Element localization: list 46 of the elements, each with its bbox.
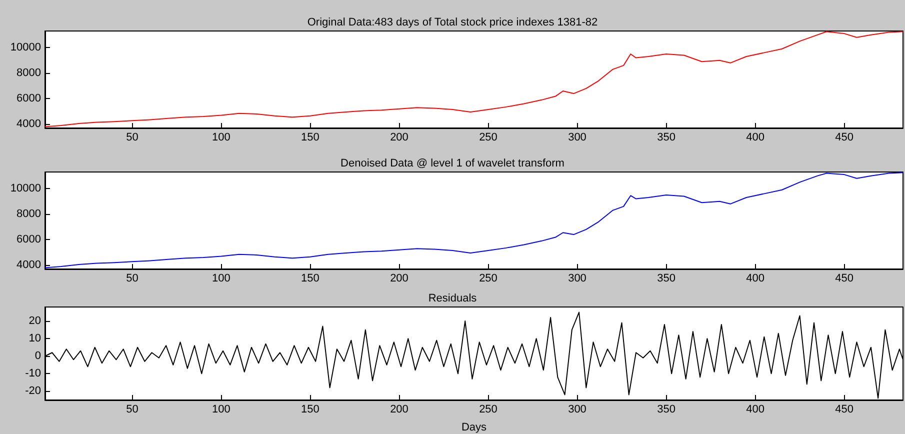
y-tick-label: 0: [34, 350, 41, 362]
line-series: [44, 172, 904, 268]
x-tick-label: 50: [126, 132, 138, 144]
x-tick-label: 150: [301, 404, 320, 416]
x-tick-label: 50: [126, 404, 138, 416]
y-tick-label: 6000: [16, 234, 41, 246]
x-tick-label: 350: [657, 132, 676, 144]
x-tick-label: 50: [126, 272, 138, 284]
y-tick-label: 10: [28, 332, 41, 345]
x-tick-label: 350: [657, 404, 676, 416]
x-tick-label: 150: [301, 272, 320, 284]
y-tick-label: 20: [28, 315, 41, 328]
x-tick-label: 250: [479, 404, 498, 416]
x-tick-label: 300: [568, 272, 586, 284]
x-tick-label: 350: [657, 272, 676, 284]
y-tick-label: -20: [25, 385, 41, 398]
x-tick-label: 400: [746, 132, 764, 144]
x-axis-title: Days: [461, 422, 488, 434]
chart-title: Residuals: [428, 292, 478, 304]
x-tick-label: 400: [746, 404, 764, 416]
y-tick-label: 4000: [16, 118, 41, 130]
chart-title: Denoised Data @ level 1 of wavelet transform: [340, 158, 564, 170]
x-tick-label: 200: [390, 404, 408, 416]
y-tick-label: 4000: [16, 259, 41, 272]
x-tick-label: 250: [479, 132, 498, 144]
x-tick-label: 200: [390, 132, 408, 144]
x-tick-label: 300: [568, 404, 586, 416]
chart-title: Original Data:483 days of Total stock price indexes 1381-82: [307, 16, 598, 28]
y-tick-label: 8000: [16, 208, 41, 220]
x-tick-label: 450: [835, 272, 854, 284]
y-tick-label: -10: [25, 368, 41, 380]
y-tick-label: 10000: [10, 42, 41, 54]
x-tick-label: 100: [212, 404, 230, 416]
x-tick-label: 250: [479, 272, 498, 284]
x-tick-label: 150: [301, 132, 320, 144]
x-tick-label: 100: [212, 272, 230, 284]
x-tick-label: 450: [835, 132, 854, 144]
x-tick-label: 100: [212, 132, 230, 144]
x-tick-label: 450: [835, 404, 854, 416]
y-tick-label: 6000: [16, 92, 41, 105]
line-series: [44, 31, 904, 128]
y-tick-label: 10000: [10, 182, 41, 195]
y-tick-label: 8000: [16, 67, 41, 80]
x-tick-label: 300: [568, 132, 586, 144]
x-tick-label: 400: [746, 272, 764, 284]
x-tick-label: 200: [390, 272, 408, 284]
